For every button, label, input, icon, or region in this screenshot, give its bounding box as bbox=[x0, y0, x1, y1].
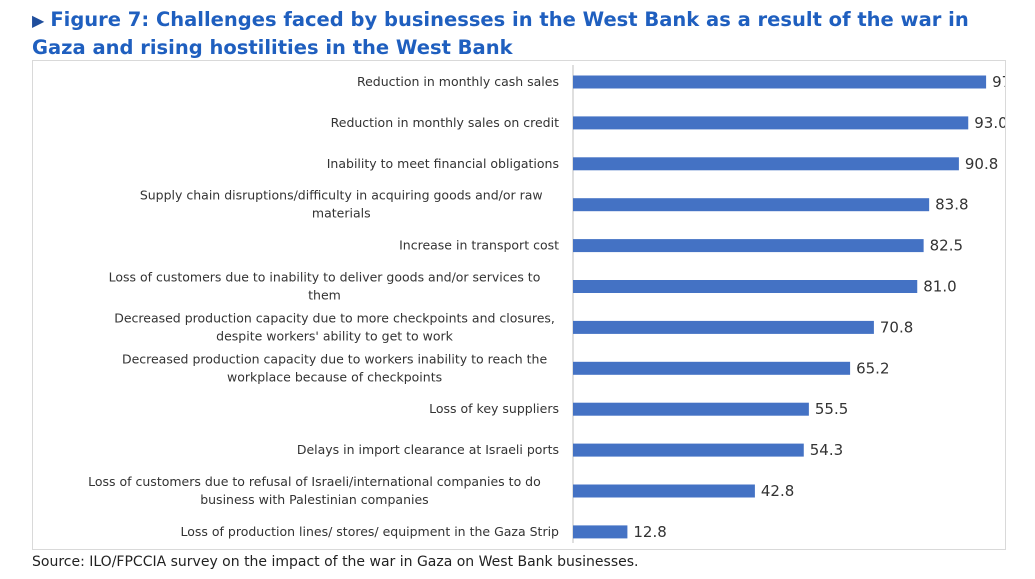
bar bbox=[573, 443, 804, 457]
category-label-line: Supply chain disruptions/difficulty in a… bbox=[140, 188, 543, 203]
category-label: Loss of customers due to inability to de… bbox=[109, 270, 541, 303]
chart-title-text: Figure 7: Challenges faced by businesses… bbox=[32, 8, 969, 59]
category-label: Decreased production capacity due to mor… bbox=[114, 310, 555, 343]
bar-chart: Reduction in monthly cash sales 97.2 Reduc… bbox=[88, 65, 1005, 543]
data-label: 70.8 bbox=[880, 318, 913, 336]
category-label: Decreased production capacity due to wor… bbox=[122, 351, 548, 384]
bar bbox=[573, 75, 987, 89]
bar bbox=[573, 525, 628, 539]
category-label-line: Reduction in monthly cash sales bbox=[357, 74, 559, 89]
data-label: 54.3 bbox=[810, 441, 843, 459]
category-label-line: them bbox=[308, 288, 341, 303]
category-label-line: Loss of customers due to refusal of Isra… bbox=[88, 474, 541, 489]
category-label-line: Loss of production lines/ stores/ equipm… bbox=[181, 524, 560, 539]
data-label: 83.8 bbox=[935, 196, 968, 214]
data-label: 12.8 bbox=[633, 523, 666, 541]
category-label-line: despite workers' ability to get to work bbox=[216, 328, 454, 343]
category-label-line: business with Palestinian companies bbox=[200, 492, 428, 507]
data-label: 90.8 bbox=[965, 155, 998, 173]
category-label: Loss of customers due to refusal of Isra… bbox=[88, 474, 541, 507]
bar bbox=[573, 198, 930, 212]
data-label: 82.5 bbox=[930, 237, 963, 255]
data-label: 97.2 bbox=[992, 73, 1005, 91]
category-label: Increase in transport cost bbox=[399, 238, 559, 253]
data-label: 55.5 bbox=[815, 400, 848, 418]
category-label-line: materials bbox=[312, 206, 371, 221]
category-label-line: Delays in import clearance at Israeli po… bbox=[297, 442, 559, 457]
category-label: Delays in import clearance at Israeli po… bbox=[297, 442, 559, 457]
data-label: 93.0 bbox=[974, 114, 1005, 132]
category-label: Reduction in monthly sales on credit bbox=[331, 115, 559, 130]
category-label-line: Loss of customers due to inability to de… bbox=[109, 270, 541, 285]
source-note: Source: ILO/FPCCIA survey on the impact … bbox=[32, 554, 639, 570]
category-label: Loss of production lines/ stores/ equipm… bbox=[181, 524, 560, 539]
data-label: 81.0 bbox=[923, 278, 956, 296]
bar bbox=[573, 116, 969, 130]
chart-frame: Reduction in monthly cash sales 97.2 Reduc… bbox=[32, 60, 1006, 550]
data-label: 42.8 bbox=[761, 482, 794, 500]
category-label: Loss of key suppliers bbox=[429, 401, 559, 416]
category-label-line: Reduction in monthly sales on credit bbox=[331, 115, 559, 130]
bar bbox=[573, 402, 809, 416]
bar bbox=[573, 484, 755, 498]
data-label: 65.2 bbox=[856, 359, 889, 377]
category-label-line: Decreased production capacity due to mor… bbox=[114, 310, 555, 325]
category-label-line: Decreased production capacity due to wor… bbox=[122, 351, 548, 366]
title-marker-icon: ▶ bbox=[32, 11, 45, 30]
category-label-line: workplace because of checkpoints bbox=[227, 369, 442, 384]
bar bbox=[573, 361, 851, 375]
bar bbox=[573, 157, 959, 171]
category-label-line: Loss of key suppliers bbox=[429, 401, 559, 416]
bar bbox=[573, 320, 874, 334]
category-label-line: Increase in transport cost bbox=[399, 238, 559, 253]
category-label-line: Inability to meet financial obligations bbox=[327, 156, 559, 171]
category-label: Supply chain disruptions/difficulty in a… bbox=[140, 188, 543, 221]
bar bbox=[573, 239, 924, 253]
category-label: Inability to meet financial obligations bbox=[327, 156, 559, 171]
category-label: Reduction in monthly cash sales bbox=[357, 74, 559, 89]
bar bbox=[573, 280, 918, 293]
chart-title: ▶ Figure 7: Challenges faced by businesse… bbox=[32, 6, 1022, 61]
